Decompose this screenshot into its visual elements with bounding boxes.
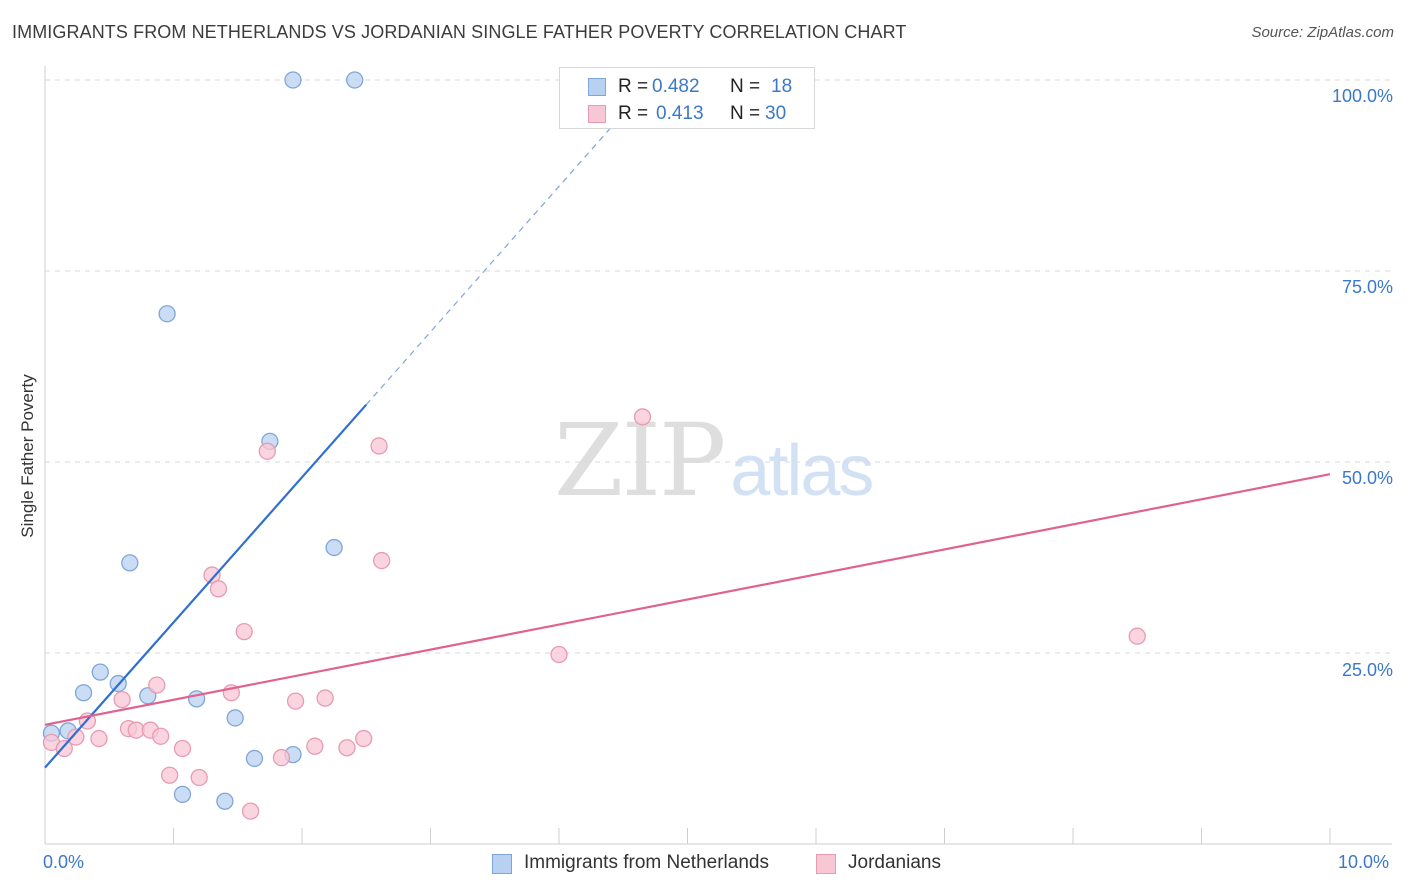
jordanians-point <box>550 645 568 664</box>
source-label: Source: ZipAtlas.com <box>1251 24 1394 41</box>
y-tick-label: 25.0% <box>1341 660 1393 680</box>
netherlands-point <box>216 792 234 810</box>
legend-row-netherlands: R = 0.482 N = 18 <box>560 74 814 100</box>
jordanians-point <box>373 551 391 570</box>
jordanians-point <box>272 749 291 767</box>
r-value: 0.482 <box>652 76 700 97</box>
x-tick-label: 0.0% <box>43 852 85 872</box>
netherlands-point <box>91 663 109 681</box>
y-tick-label: 100.0% <box>1331 86 1393 106</box>
jordanians-point <box>286 692 305 710</box>
jordanians-point <box>55 739 73 758</box>
jordanians-point <box>173 739 192 758</box>
jordanians-point <box>306 737 324 755</box>
jordanians-point <box>338 739 356 757</box>
jordanians-point <box>67 728 85 746</box>
trend-line-extension <box>365 113 624 406</box>
jordanians-point <box>355 729 373 748</box>
y-tick-label: 50.0% <box>1341 468 1393 488</box>
netherlands-point <box>121 554 139 572</box>
chart-title: IMMIGRANTS FROM NETHERLANDS VS JORDANIAN… <box>12 22 907 42</box>
jordanians-point <box>241 802 260 820</box>
legend-row-jordanians: R = 0.413 N = 30 <box>560 101 814 127</box>
legend-swatch-blue <box>588 78 606 96</box>
correlation-legend: R = 0.482 N = 18 R = 0.413 N = 30 <box>559 67 815 129</box>
netherlands-point <box>245 749 264 768</box>
netherlands-point <box>284 71 302 89</box>
jordanians-point <box>235 622 253 641</box>
jordanians-point <box>113 690 131 709</box>
legend-label: Jordanians <box>848 852 941 873</box>
jordanians-point <box>316 689 334 707</box>
netherlands-trend-line <box>44 403 368 769</box>
r-label: R = <box>618 103 649 124</box>
legend-swatch-pink <box>816 854 836 874</box>
legend-swatch-blue <box>492 854 512 874</box>
watermark-atlas: atlas <box>730 431 874 511</box>
jordanians-point <box>90 729 108 748</box>
netherlands-point <box>158 305 176 323</box>
jordanians-point <box>151 727 170 745</box>
n-label: N = <box>730 103 761 124</box>
jordanians-point <box>258 442 276 460</box>
x-tick-label: 10.0% <box>1338 852 1390 872</box>
series-legend: Immigrants from Netherlands Jordanians <box>0 852 1406 878</box>
n-label: N = <box>730 76 761 97</box>
legend-label: Immigrants from Netherlands <box>524 852 769 873</box>
jordanians-point <box>633 408 652 426</box>
netherlands-point <box>226 709 244 727</box>
n-value: 18 <box>771 76 793 97</box>
netherlands-point <box>173 785 192 803</box>
r-value: 0.413 <box>656 103 704 124</box>
jordanians-point <box>148 676 166 694</box>
jordanians-point <box>160 766 179 784</box>
jordanians-trend-line <box>44 473 1331 726</box>
netherlands-point <box>325 538 343 557</box>
y-tick-label: 75.0% <box>1341 277 1393 297</box>
netherlands-point <box>346 71 364 89</box>
r-label: R = <box>618 76 649 97</box>
jordanians-point <box>209 580 228 598</box>
jordanians-point <box>370 437 388 455</box>
n-value: 30 <box>765 103 787 124</box>
jordanians-point <box>1128 627 1146 645</box>
jordanians-point <box>190 768 208 787</box>
netherlands-point <box>74 684 93 702</box>
legend-swatch-pink <box>588 105 606 123</box>
